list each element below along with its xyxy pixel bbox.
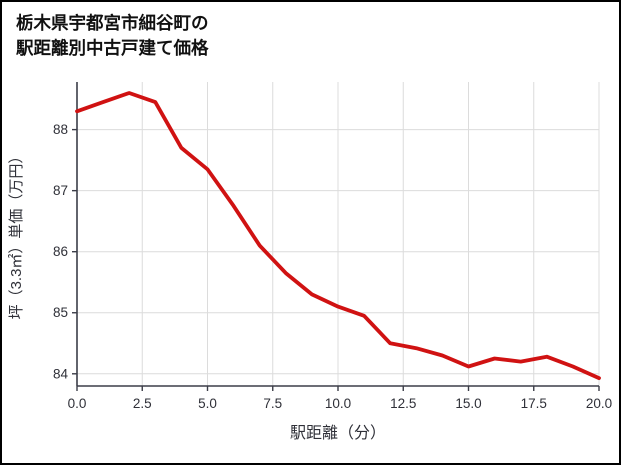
chart-title: 栃木県宇都宮市細谷町の 駅距離別中古戸建て価格 — [2, 2, 619, 62]
x-tick-label: 10.0 — [325, 396, 351, 411]
y-tick-label: 84 — [53, 366, 69, 381]
line-chart: 0.0 2.5 5.0 7.5 10.0 12.5 15.0 17.5 20.0 84 85 86 87… — [8, 81, 612, 442]
chart-title-line1: 栃木県宇都宮市細谷町の — [16, 13, 209, 33]
y-tick-label: 87 — [53, 183, 68, 198]
x-tick-label: 0.0 — [68, 396, 87, 411]
x-axis-label: 駅距離（分） — [290, 424, 386, 442]
y-tick-label: 85 — [53, 305, 68, 320]
x-tick-label: 15.0 — [455, 396, 481, 411]
x-tick-label: 12.5 — [390, 396, 416, 411]
x-tick-label: 2.5 — [133, 396, 152, 411]
y-tick-label: 88 — [53, 122, 68, 137]
x-tick-label: 17.5 — [521, 396, 547, 411]
price-line-series — [75, 90, 601, 380]
x-tick-label: 20.0 — [586, 396, 612, 411]
chart-title-line2: 駅距離別中古戸建て価格 — [16, 38, 209, 59]
x-tick-label: 5.0 — [198, 396, 217, 411]
x-tick-label: 7.5 — [263, 396, 282, 411]
y-tick-label: 86 — [53, 244, 68, 259]
y-axis-label: 坪（3.3㎡）単価（万円） — [8, 148, 25, 319]
